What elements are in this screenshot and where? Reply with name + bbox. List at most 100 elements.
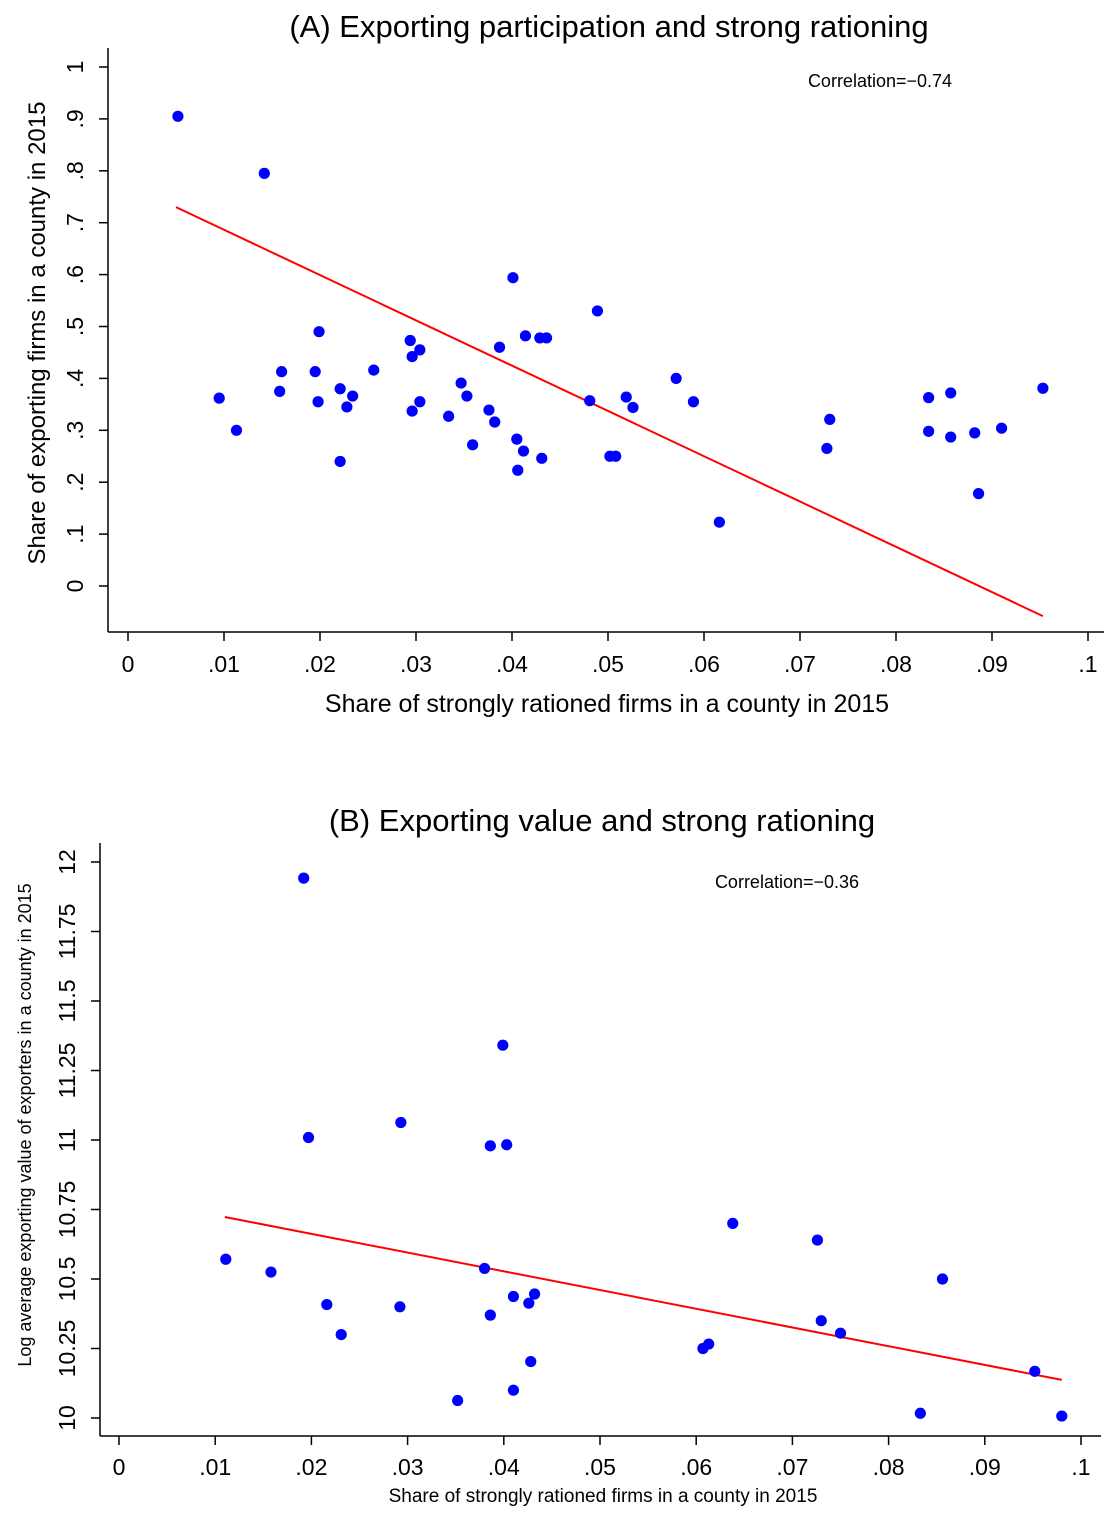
chart-a-x-ticks: 0 .01 .02 .03 .04 .05 .06 .07 .08 .09 .1 — [122, 632, 1098, 677]
chart-b-point — [523, 1297, 535, 1309]
chart-b-x-tick-label: .05 — [584, 1454, 616, 1480]
chart-b-point — [811, 1234, 824, 1246]
chart-a-point — [455, 377, 467, 389]
chart-b-y-tick-label: 10.25 — [54, 1320, 80, 1378]
chart-a-point — [406, 405, 418, 417]
chart-b-point — [703, 1338, 715, 1350]
chart-a-point — [172, 110, 184, 122]
chart-b-point — [815, 1315, 827, 1327]
chart-b-point — [497, 1039, 509, 1051]
chart-a-point — [945, 387, 957, 399]
chart-a-x-tick-label: .07 — [784, 651, 816, 677]
chart-b-point — [302, 1131, 315, 1144]
chart-a-point — [996, 422, 1008, 434]
chart-a-point — [309, 366, 321, 378]
chart-b-y-label: Log average exporting value of exporters… — [15, 883, 35, 1366]
chart-a-point — [713, 516, 725, 528]
chart-b-point — [1029, 1365, 1041, 1377]
chart-a-point — [334, 455, 346, 468]
chart-a-point — [536, 452, 548, 464]
chart-b-point — [936, 1273, 949, 1285]
chart-b-point — [298, 872, 310, 884]
chart-b-point — [834, 1327, 847, 1339]
chart-b-x-tick-label: .03 — [392, 1454, 424, 1480]
chart-b-point — [507, 1290, 520, 1303]
chart-a-point — [511, 433, 523, 445]
chart-a-point — [687, 396, 700, 408]
chart-a-x-label: Share of strongly rationed firms in a co… — [325, 690, 889, 718]
chart-b-point — [528, 1288, 541, 1300]
chart-b-y-tick-label: 11.25 — [54, 1043, 80, 1099]
chart-a-point — [923, 392, 935, 404]
chart-a-point — [670, 372, 682, 384]
chart-a-point — [540, 332, 553, 344]
chart-b: (B) Exporting value and strong rationing… — [15, 803, 1101, 1507]
chart-a-point — [824, 413, 836, 426]
chart-b-fit-line — [224, 1216, 1062, 1381]
chart-a-y-tick-label: 0 — [62, 580, 88, 593]
chart-a-x-tick-label: .01 — [208, 651, 240, 677]
chart-a-point — [313, 326, 325, 338]
chart-b-x-tick-label: .01 — [199, 1454, 231, 1480]
chart-b-x-tick-label: .08 — [873, 1454, 905, 1480]
chart-a-point — [274, 385, 286, 397]
chart-a-fit-line — [175, 206, 1044, 618]
chart-b-point — [321, 1298, 333, 1311]
chart-b-point — [265, 1266, 277, 1278]
chart-a-y-tick-label: .5 — [62, 317, 88, 336]
chart-a-point — [334, 383, 346, 395]
chart-b-fit-line-group — [224, 1216, 1062, 1381]
chart-a-point — [276, 366, 288, 378]
chart-a-point — [483, 404, 495, 416]
chart-b-y-tick-label: 11 — [54, 1128, 80, 1152]
chart-a-point — [507, 272, 519, 284]
chart-a-points — [172, 110, 1049, 528]
chart-a-point — [821, 442, 833, 455]
chart-a-x-tick-label: .02 — [304, 651, 336, 677]
chart-a-correlation-label: Correlation=−0.74 — [808, 71, 952, 91]
chart-a-point — [258, 167, 270, 179]
chart-a: (A) Exporting participation and strong r… — [24, 9, 1104, 718]
chart-b-y-tick-label: 11.5 — [54, 979, 80, 1022]
chart-a-y-tick-label: .1 — [62, 525, 88, 544]
chart-a-point — [230, 424, 243, 436]
chart-a-point — [945, 431, 957, 443]
chart-a-point — [414, 344, 426, 356]
chart-b-y-tick-label: 10.5 — [54, 1257, 80, 1302]
chart-a-point — [406, 351, 418, 363]
chart-a-point — [519, 330, 532, 342]
chart-a-point — [467, 439, 479, 451]
chart-b-title: (B) Exporting value and strong rationing — [329, 803, 875, 838]
chart-a-point — [489, 416, 501, 428]
chart-b-point — [507, 1384, 520, 1396]
chart-a-y-tick-label: .9 — [62, 109, 88, 128]
chart-a-point — [368, 364, 380, 376]
chart-a-point — [620, 391, 632, 403]
chart-b-x-ticks: 0 .01 .02 .03 .04 .05 .06 .07 .08 .09 .1 — [113, 1436, 1091, 1480]
chart-b-x-tick-label: .07 — [776, 1454, 808, 1480]
chart-a-point — [512, 464, 524, 476]
chart-b-x-tick-label: .02 — [295, 1454, 327, 1480]
chart-b-y-tick-label: 11.75 — [54, 904, 80, 960]
chart-a-point — [584, 395, 596, 407]
chart-b-point — [501, 1139, 513, 1151]
chart-a-point — [627, 401, 639, 414]
chart-a-point — [312, 396, 324, 408]
chart-a-point — [493, 341, 506, 353]
chart-b-point — [220, 1253, 232, 1265]
chart-a-point — [969, 427, 981, 439]
chart-a-x-tick-label: .04 — [496, 651, 528, 677]
chart-b-point — [484, 1140, 496, 1152]
chart-a-y-label: Share of exporting firms in a county in … — [24, 102, 51, 565]
chart-b-point — [484, 1309, 496, 1321]
chart-a-x-tick-label: 0 — [122, 651, 135, 677]
chart-a-y-tick-label: .3 — [62, 421, 88, 440]
chart-a-fit-line-group — [175, 206, 1044, 618]
chart-b-correlation-label: Correlation=−0.36 — [715, 872, 859, 892]
chart-b-points — [220, 872, 1068, 1422]
chart-a-x-tick-label: .06 — [688, 651, 720, 677]
chart-b-x-tick-label: .06 — [680, 1454, 712, 1480]
chart-a-x-tick-label: .1 — [1078, 651, 1097, 677]
chart-b-x-tick-label: 0 — [113, 1454, 126, 1480]
chart-b-point — [1056, 1410, 1068, 1422]
